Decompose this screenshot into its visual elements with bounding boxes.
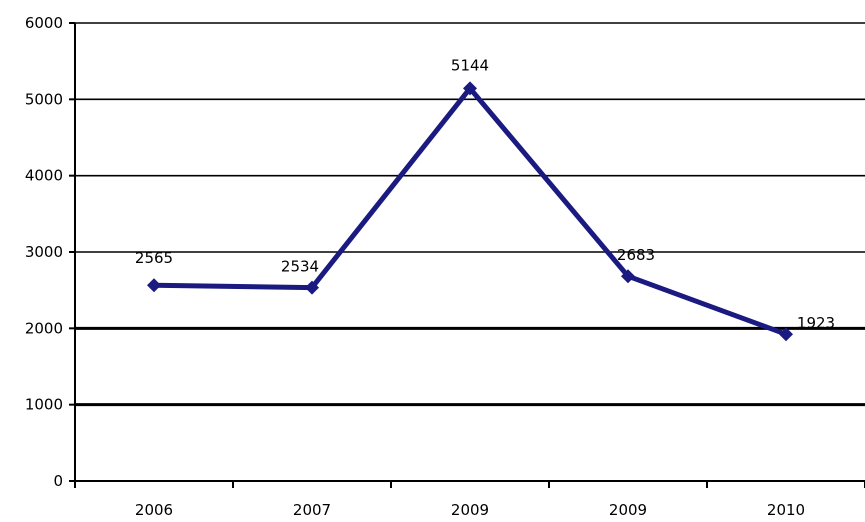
x-tick-label: 2010 (767, 501, 805, 519)
y-tick-label: 2000 (25, 319, 63, 337)
x-tick-label: 2006 (135, 501, 173, 519)
data-series (147, 81, 793, 342)
data-label: 2534 (281, 258, 319, 276)
y-tick-label: 6000 (25, 14, 63, 32)
data-label: 2683 (617, 246, 655, 264)
data-point-marker (305, 280, 319, 295)
data-point-marker (621, 269, 635, 284)
y-tick-label: 5000 (25, 90, 63, 108)
x-tick-label: 2007 (293, 501, 331, 519)
data-labels: 2565 2534 5144 2683 1923 (135, 56, 835, 332)
y-tick-label: 1000 (25, 396, 63, 414)
data-label: 2565 (135, 249, 173, 267)
y-tick-label: 0 (53, 472, 63, 490)
data-point-marker (779, 327, 793, 342)
data-point-marker (147, 278, 161, 293)
y-tick-label: 4000 (25, 167, 63, 185)
y-tick-label: 3000 (25, 243, 63, 261)
x-tick-labels: 2006 2007 2009 2009 2010 (74, 481, 865, 519)
x-tick-label: 2009 (451, 501, 489, 519)
data-label: 1923 (797, 314, 835, 332)
gridlines (75, 22, 865, 407)
series-line (153, 85, 787, 337)
y-tick-labels: 0 1000 2000 3000 4000 5000 6000 (25, 14, 75, 490)
x-tick-label: 2009 (609, 501, 647, 519)
data-point-marker (463, 81, 477, 96)
data-label: 5144 (451, 56, 489, 74)
